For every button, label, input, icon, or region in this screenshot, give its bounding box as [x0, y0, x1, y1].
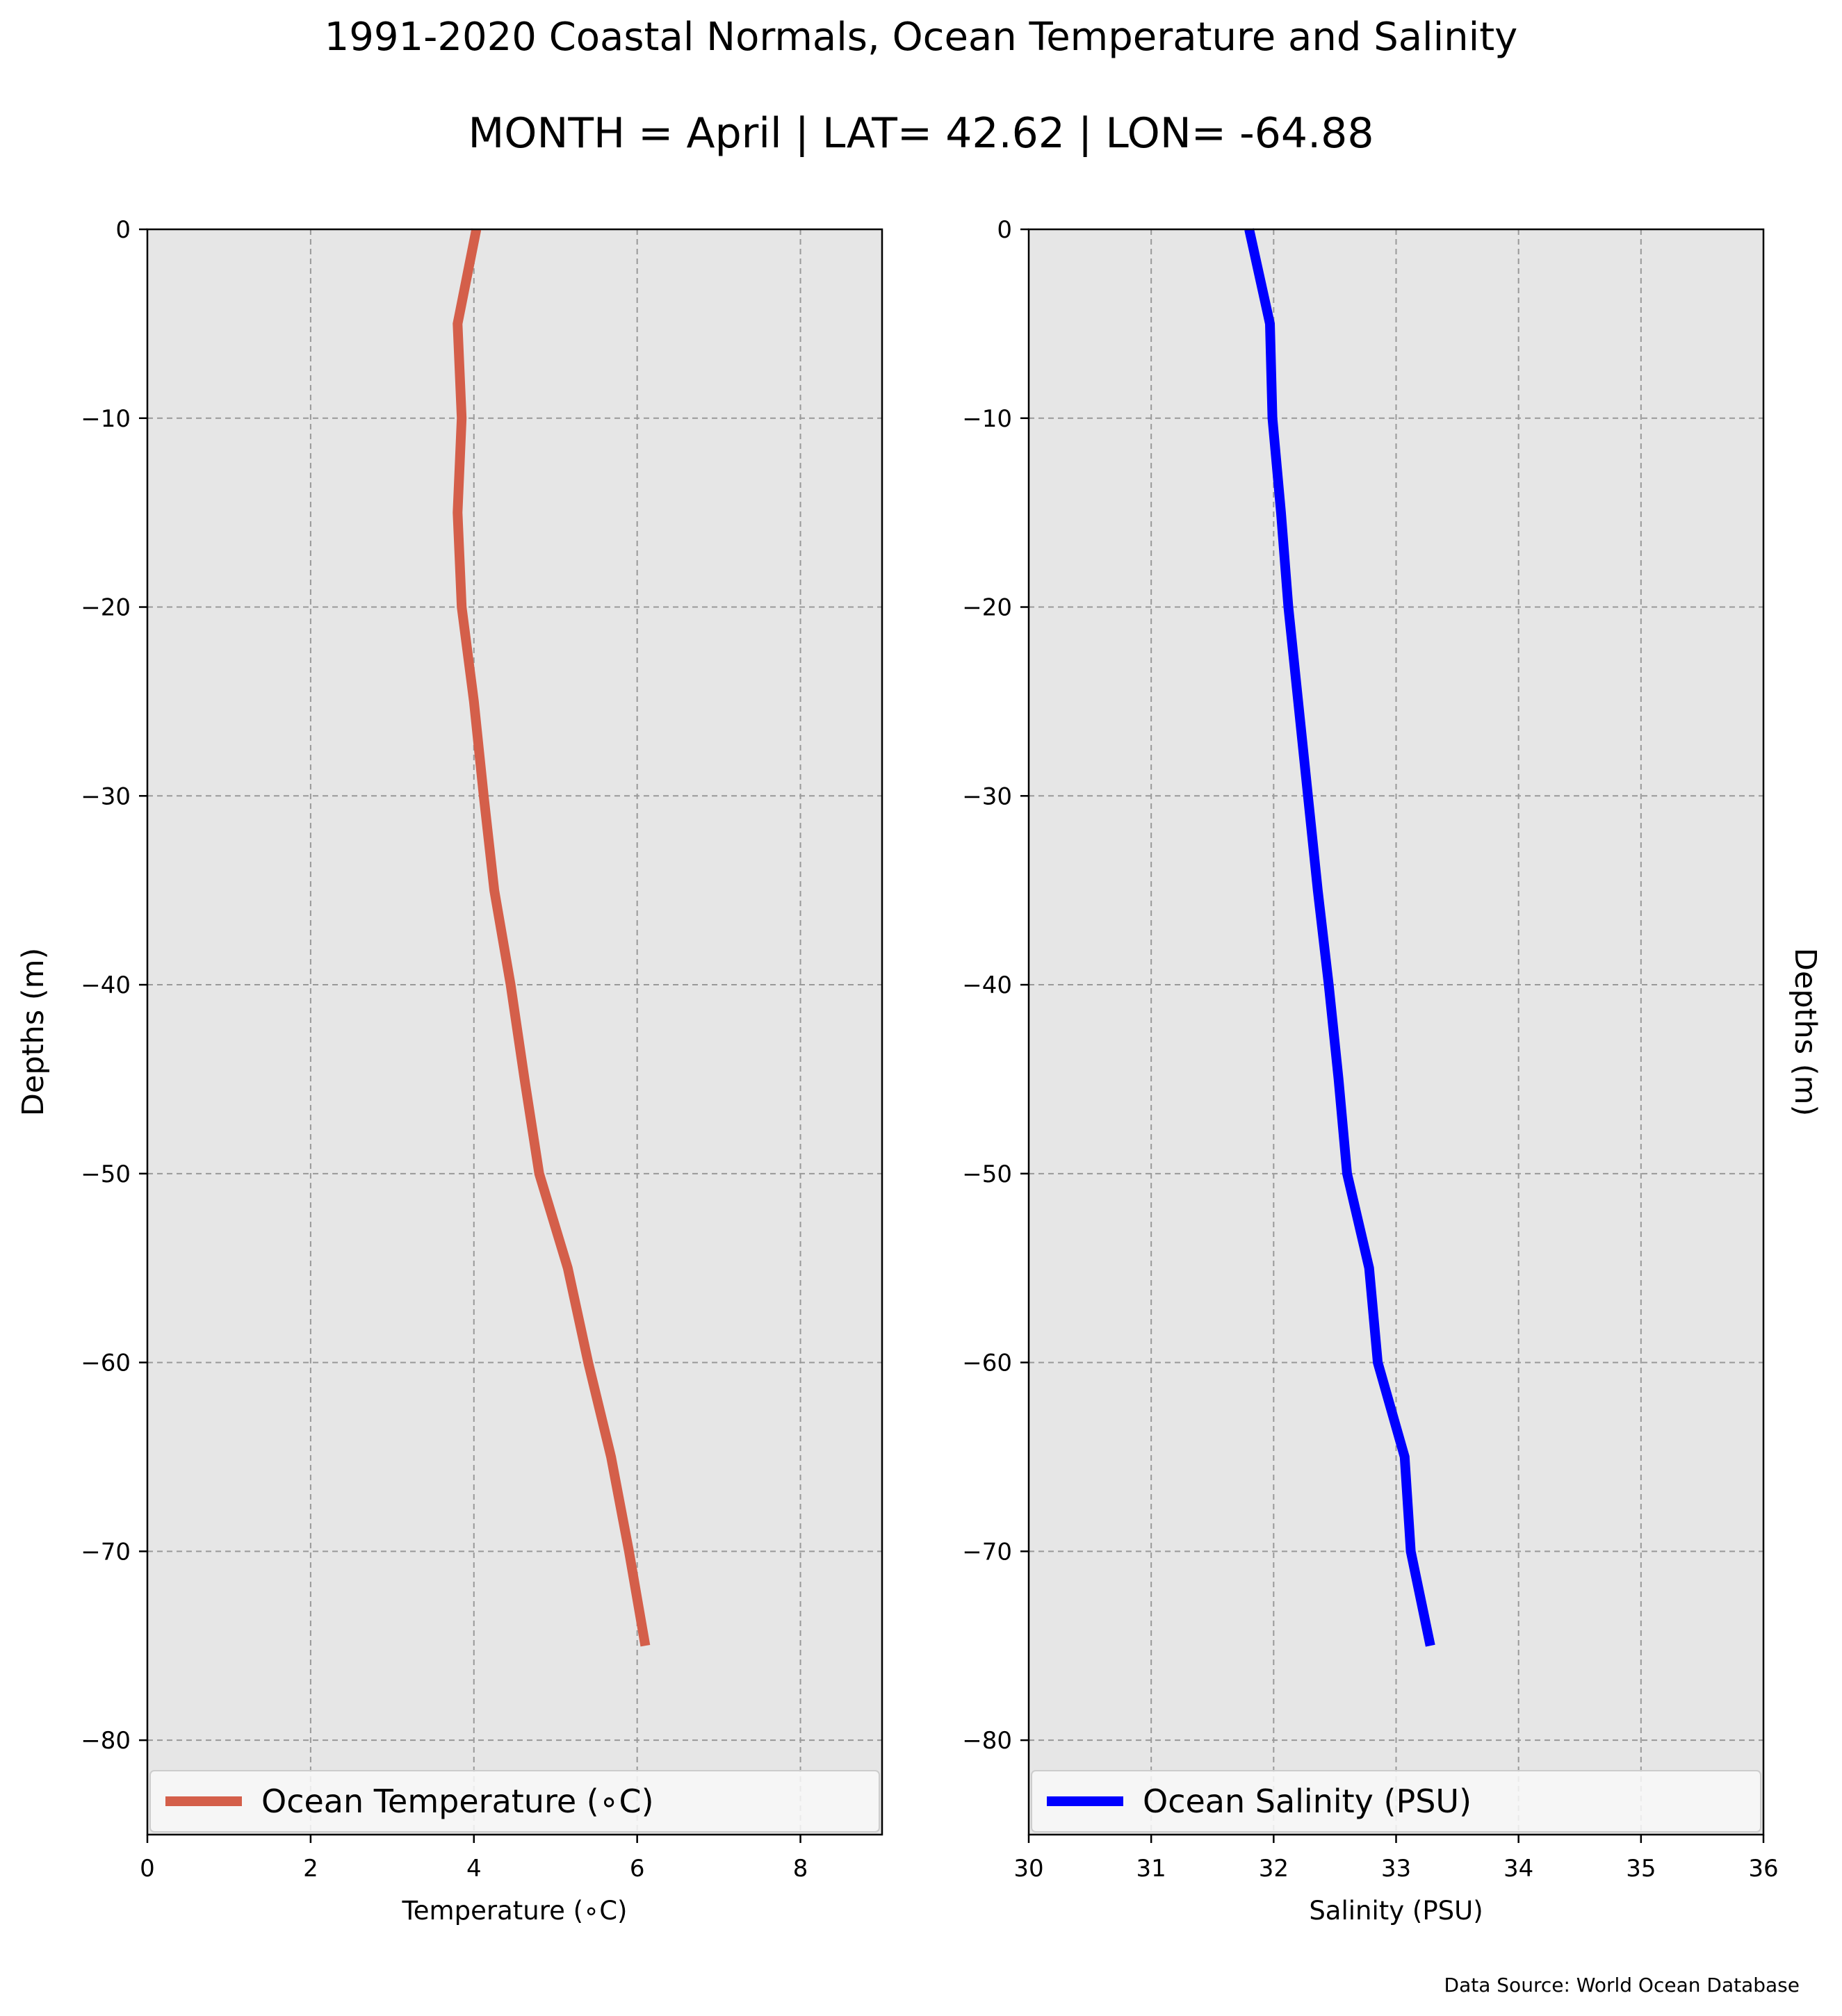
temperature-y-tick-label: −50 — [81, 1161, 131, 1188]
salinity-x-tick-label: 36 — [1748, 1855, 1778, 1883]
temperature-y-tick-label: −40 — [81, 972, 131, 999]
temperature-x-tick-label: 0 — [140, 1855, 155, 1883]
salinity-y-tick-label: −30 — [962, 782, 1012, 810]
temperature-legend: Ocean Temperature (∘C) — [149, 1770, 880, 1833]
chart-subtitle: MONTH = April | LAT= 42.62 | LON= -64.88 — [468, 109, 1374, 158]
salinity-y-tick-label: −20 — [962, 594, 1012, 622]
salinity-legend-box — [1031, 1770, 1761, 1833]
temperature-y-tick-label: −30 — [81, 782, 131, 810]
temperature-x-tick-label: 2 — [303, 1855, 318, 1883]
salinity-y-tick-label: −10 — [962, 405, 1012, 433]
temperature-y-tick-label: 0 — [115, 216, 131, 244]
temperature-y-tick-label: −70 — [81, 1538, 131, 1566]
temperature-y-tick-label: −80 — [81, 1727, 131, 1755]
salinity-panel: Ocean Salinity (PSU) 30 31 32 33 34 35 36 0 −10 −2… — [962, 216, 1823, 1926]
salinity-x-tick-label: 32 — [1259, 1855, 1289, 1883]
temperature-y-tick-label: −60 — [81, 1350, 131, 1377]
temperature-y-tick-label: −10 — [81, 405, 131, 433]
data-source-note: Data Source: World Ocean Database — [1444, 1974, 1800, 1997]
chart-title: 1991-2020 Coastal Normals, Ocean Tempera… — [325, 15, 1518, 60]
salinity-x-tick-label: 34 — [1503, 1855, 1533, 1883]
salinity-legend: Ocean Salinity (PSU) — [1031, 1770, 1761, 1833]
salinity-y-axis-label: Depths (m) — [1788, 948, 1823, 1116]
salinity-legend-label: Ocean Salinity (PSU) — [1143, 1783, 1472, 1820]
temperature-axes-frame — [146, 228, 883, 1836]
salinity-y-tick-label: −40 — [962, 972, 1012, 999]
salinity-x-axis-label: Salinity (PSU) — [1309, 1896, 1483, 1926]
temperature-y-axis-label: Depths (m) — [16, 948, 51, 1116]
temperature-x-tick-label: 4 — [466, 1855, 482, 1883]
temperature-x-axis-label: Temperature (∘C) — [401, 1896, 627, 1926]
salinity-y-tick-label: −80 — [962, 1727, 1012, 1755]
temperature-x-tick-label: 6 — [630, 1855, 645, 1883]
salinity-y-tick-label: −70 — [962, 1538, 1012, 1566]
salinity-x-tick-label: 31 — [1136, 1855, 1166, 1883]
salinity-series-line — [1244, 228, 1435, 1647]
salinity-x-tick-label: 33 — [1381, 1855, 1411, 1883]
temperature-x-tick-label: 8 — [793, 1855, 808, 1883]
salinity-x-tick-label: 30 — [1013, 1855, 1043, 1883]
salinity-x-tick-label: 35 — [1626, 1855, 1656, 1883]
temperature-legend-box — [149, 1770, 880, 1833]
temperature-y-tick-label: −20 — [81, 594, 131, 622]
temperature-series-line — [453, 228, 651, 1647]
temperature-legend-label: Ocean Temperature (∘C) — [261, 1783, 654, 1820]
salinity-y-tick-label: −50 — [962, 1161, 1012, 1188]
salinity-y-tick-label: −60 — [962, 1350, 1012, 1377]
salinity-y-tick-label: 0 — [997, 216, 1012, 244]
temperature-panel: Ocean Temperature (∘C) 0 2 4 6 8 0 −10 −20 −30 −40… — [16, 216, 883, 1926]
